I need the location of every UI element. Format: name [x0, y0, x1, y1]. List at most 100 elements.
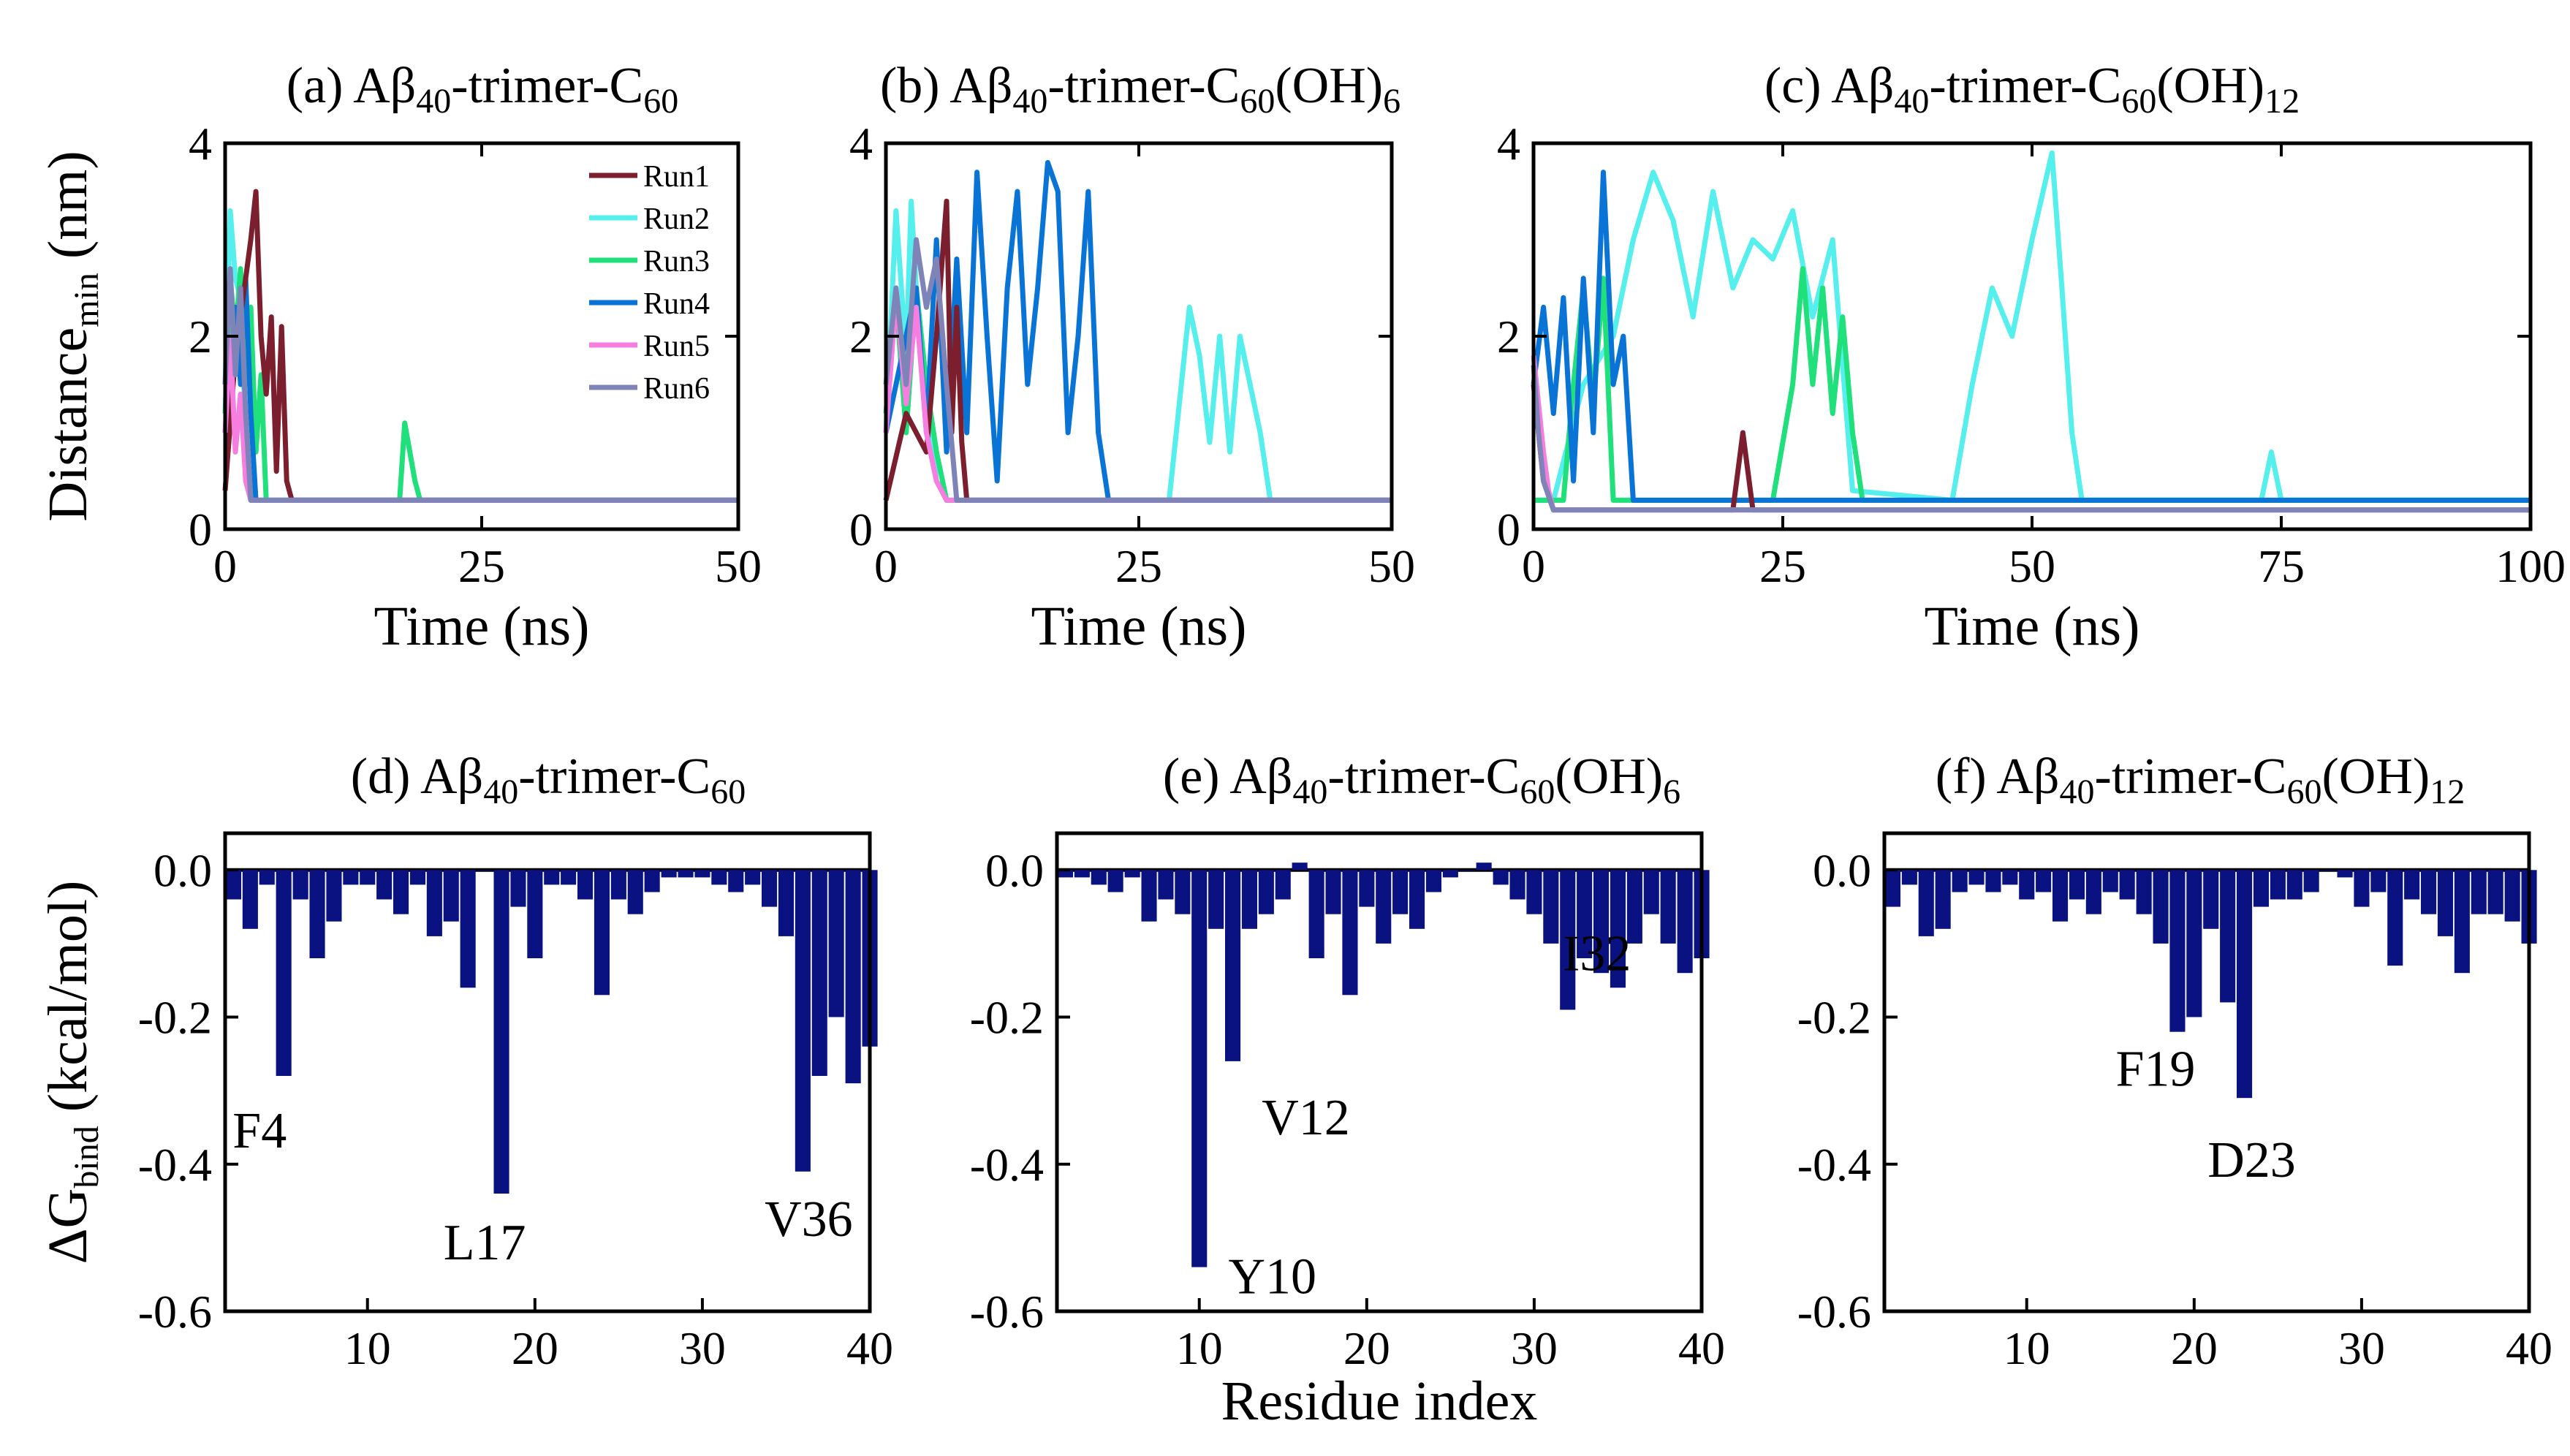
series-run1-line	[222, 189, 738, 503]
x-tick-label: 0	[1522, 540, 1545, 592]
bar-residue-15	[2102, 870, 2118, 892]
x-tick-label: 100	[2495, 540, 2566, 592]
bar-residue-25	[2270, 870, 2286, 900]
bar-residue-39	[2504, 870, 2520, 922]
bar-residue-6	[292, 870, 308, 900]
bar-residue-12	[2052, 870, 2069, 922]
bar-residue-16	[1292, 862, 1308, 871]
bar-residue-29	[1509, 870, 1525, 900]
x-axis-label: Time (ns)	[374, 596, 590, 657]
x-tick-label: 40	[846, 1322, 893, 1374]
annotation-y10: Y10	[1228, 1249, 1316, 1305]
legend-label-run5: Run5	[643, 330, 710, 363]
bar-residue-32	[1560, 870, 1576, 1010]
plot-frame	[1531, 141, 2533, 531]
bar-residue-20	[2186, 870, 2202, 1017]
x-tick-label: 20	[2171, 1322, 2218, 1374]
y-tick-label: -0.4	[1797, 1139, 1871, 1191]
x-tick-label: 30	[1511, 1322, 1558, 1374]
bar-residue-7	[1968, 870, 1985, 885]
bar-residue-5	[276, 870, 292, 1076]
bar-residue-22	[2220, 870, 2236, 1003]
series-run2-line	[1534, 150, 2531, 503]
bar-residue-13	[2069, 870, 2085, 900]
bar-residue-24	[594, 870, 610, 996]
bar-residue-18	[493, 870, 509, 1194]
panel-title-a: (a) Aβ40-trimer-C60	[287, 58, 678, 121]
bar-residue-23	[2237, 870, 2253, 1099]
legend-label-run1: Run1	[643, 160, 710, 194]
bar-residue-23	[1409, 870, 1425, 929]
bar-residue-11	[1208, 870, 1224, 929]
bar-residue-9	[343, 870, 359, 885]
bar-residue-12	[1225, 870, 1241, 1061]
bar-residue-34	[762, 870, 778, 907]
y-tick-label: 0	[849, 504, 873, 556]
panel-title-c: (c) Aβ40-trimer-C60(OH)12	[1764, 58, 2300, 121]
plot-frame	[1055, 831, 1704, 1313]
bar-residue-38	[828, 870, 844, 1017]
y-tick-label: -0.6	[138, 1286, 212, 1338]
bar-residue-20	[527, 870, 543, 958]
x-tick-label: 30	[679, 1322, 726, 1374]
bar-residue-37	[811, 870, 827, 1076]
bar-residue-37	[2471, 870, 2487, 914]
bar-residue-15	[443, 870, 459, 922]
bar-residue-34	[2421, 870, 2437, 914]
y-tick-label: 4	[1497, 118, 1520, 170]
bar-residue-25	[610, 870, 626, 900]
panel-title-f: (f) Aβ40-trimer-C60(OH)12	[1936, 748, 2465, 811]
bar-residue-13	[1241, 870, 1257, 929]
bar-residue-19	[2169, 870, 2186, 1032]
bar-residue-22	[561, 870, 577, 885]
bar-residue-36	[1626, 870, 1642, 944]
annotation-v36: V36	[765, 1191, 853, 1248]
bar-residue-7	[1141, 870, 1157, 922]
bar-residue-25	[1442, 870, 1458, 878]
bar-residue-2	[1057, 870, 1073, 878]
bar-residue-14	[2085, 870, 2101, 914]
bar-residue-33	[2404, 870, 2420, 900]
y-tick-label: 0.0	[985, 844, 1044, 896]
bar-residue-31	[2370, 870, 2387, 892]
y-tick-label: 0	[189, 504, 212, 556]
bar-residue-27	[1476, 862, 1492, 871]
bar-residue-8	[1985, 870, 2001, 892]
bar-residue-14	[1258, 870, 1274, 914]
y-tick-label: 2	[849, 311, 873, 363]
bar-residue-19	[510, 870, 526, 907]
bar-residue-3	[242, 870, 258, 929]
annotation-f19: F19	[2115, 1042, 2195, 1098]
bar-residue-2	[225, 870, 241, 900]
x-tick-label: 30	[2338, 1322, 2385, 1374]
y-tick-label: 4	[849, 118, 873, 170]
bar-residue-6	[1124, 870, 1140, 878]
bar-residue-9	[2002, 870, 2018, 885]
bar-residue-26	[2286, 870, 2302, 900]
bar-residue-10	[1191, 870, 1208, 1267]
bar-residue-5	[1107, 870, 1123, 892]
bar-residue-28	[661, 870, 677, 878]
panel-b: 0 25 50 0 2 4 Time (ns)	[849, 118, 1415, 657]
series-run1-line	[1531, 384, 2531, 513]
series-run6-line	[222, 266, 738, 503]
y-tick-label: 0	[1497, 504, 1520, 556]
y-tick-label: -0.4	[970, 1139, 1044, 1191]
bar-residue-8	[1158, 870, 1174, 900]
bar-residue-7	[309, 870, 325, 958]
panel-title-b: (b) Aβ40-trimer-C60(OH)6	[880, 58, 1400, 121]
bar-residue-2	[1884, 870, 1900, 907]
bar-residue-17	[2136, 870, 2152, 914]
bar-residue-15	[1275, 870, 1291, 900]
annotation-i32: I32	[1563, 925, 1631, 982]
bar-residue-11	[376, 870, 393, 900]
bar-residue-10	[360, 870, 376, 885]
bar-residue-28	[1493, 870, 1509, 885]
bar-residue-21	[544, 870, 560, 885]
bar-residue-30	[2354, 870, 2370, 907]
y-tick-label: -0.4	[138, 1139, 212, 1191]
legend-label-run2: Run2	[643, 202, 710, 236]
panel-d: 10 20 30 40 0.0 -0.2 -0.4 -0.6 F4 L17 V36 ΔGbind (k…	[37, 831, 893, 1374]
y-tick-label: -0.6	[970, 1286, 1044, 1338]
bar-residue-24	[2253, 870, 2269, 907]
